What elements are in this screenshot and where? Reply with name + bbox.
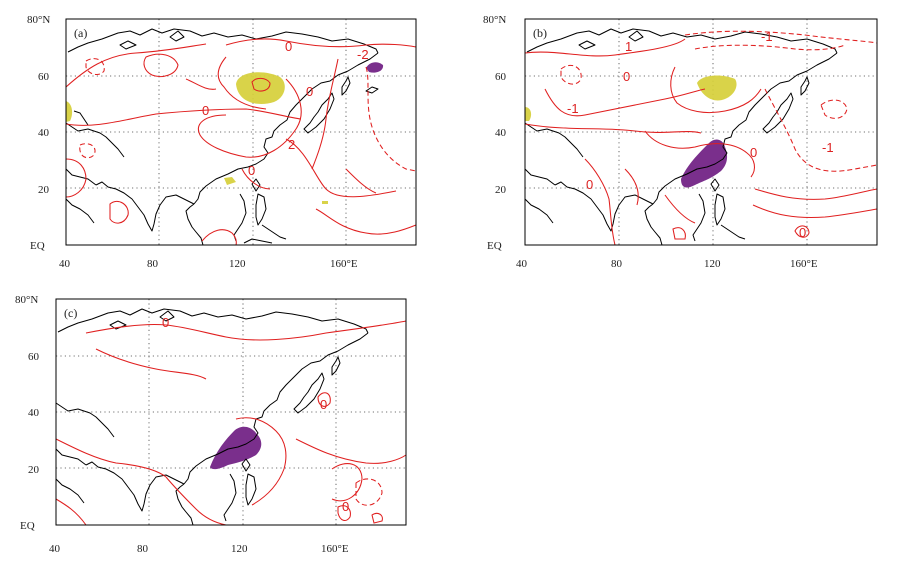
lon-label-40: 40 xyxy=(59,258,71,270)
lon-label-120: 120 xyxy=(704,258,721,270)
contour-label: 1 xyxy=(625,39,632,54)
contour-label: 0 xyxy=(586,177,593,192)
lon-label-80: 80 xyxy=(611,258,623,270)
contour-label: 0 xyxy=(202,103,209,118)
panel-a: 80°N 60 40 20 EQ 40 80 120 160°E xyxy=(0,0,430,275)
lat-label-20: 20 xyxy=(38,184,50,196)
lat-label-20: 20 xyxy=(28,464,40,476)
positive-significance-area xyxy=(236,72,285,104)
contour-label: 2 xyxy=(288,137,295,152)
contour-label: 0 xyxy=(162,315,169,330)
lat-label-eq: EQ xyxy=(30,240,45,252)
plot-area-c: 0 0 0 (c) xyxy=(55,298,407,526)
contour-label: 0 xyxy=(342,499,349,514)
contour-lines xyxy=(524,30,878,246)
negative-significance-area xyxy=(366,62,384,73)
contour-lines xyxy=(55,320,407,526)
lat-label-80: 80°N xyxy=(15,294,38,306)
lat-label-60: 60 xyxy=(495,71,507,83)
positive-significance-area xyxy=(697,75,737,101)
contour-label: 0 xyxy=(750,145,757,160)
lon-label-40: 40 xyxy=(516,258,528,270)
plot-area-b: 1 -1 0 -1 0 -1 0 0 (b) xyxy=(524,18,878,246)
negative-significance-area xyxy=(681,139,728,188)
positive-significance-area xyxy=(322,201,328,204)
map-frame xyxy=(65,18,417,246)
lat-label-80: 80°N xyxy=(483,14,506,26)
lon-label-40: 40 xyxy=(49,543,61,555)
positive-significance-area xyxy=(224,177,236,185)
contour-label: 0 xyxy=(306,84,313,99)
contour-label: 0 xyxy=(320,397,327,412)
coastlines xyxy=(55,308,369,526)
contour-label: 0 xyxy=(799,225,806,240)
gridlines xyxy=(66,19,416,245)
contour-label: -2 xyxy=(357,47,369,62)
panel-b: 80°N 60 40 20 EQ 40 80 120 160°E xyxy=(458,0,921,275)
lat-label-80: 80°N xyxy=(27,14,50,26)
coastlines xyxy=(65,28,379,246)
positive-significance-area xyxy=(525,107,532,121)
lon-label-120: 120 xyxy=(231,543,248,555)
lon-label-160: 160°E xyxy=(790,258,818,270)
lon-label-120: 120 xyxy=(229,258,246,270)
contour-label: 0 xyxy=(623,69,630,84)
lat-label-40: 40 xyxy=(495,127,507,139)
map-frame xyxy=(524,18,878,246)
positive-significance-area xyxy=(66,101,73,122)
map-a: 80°N 60 40 20 EQ 40 80 120 160°E xyxy=(27,14,417,270)
plot-area-a: 0 -2 0 2 0 0 (a) xyxy=(65,18,417,246)
coastlines xyxy=(524,28,838,246)
lat-label-40: 40 xyxy=(38,127,50,139)
contour-label: -1 xyxy=(822,140,834,155)
lon-label-160: 160°E xyxy=(321,543,349,555)
gridlines xyxy=(525,19,877,245)
panel-label: (c) xyxy=(64,306,77,320)
contour-label: -1 xyxy=(567,101,579,116)
lon-label-80: 80 xyxy=(147,258,159,270)
contour-label: 0 xyxy=(248,163,255,178)
panel-c: 80°N 60 40 20 EQ 40 80 120 160°E xyxy=(0,280,430,562)
gridlines xyxy=(56,299,406,525)
contour-label: -1 xyxy=(761,29,773,44)
lon-label-160: 160°E xyxy=(330,258,358,270)
contour-label: 0 xyxy=(285,39,292,54)
lat-label-eq: EQ xyxy=(487,240,502,252)
map-b: 80°N 60 40 20 EQ 40 80 120 160°E xyxy=(483,14,878,270)
lon-label-80: 80 xyxy=(137,543,149,555)
contour-lines xyxy=(65,38,417,246)
lat-label-60: 60 xyxy=(38,71,50,83)
lat-label-60: 60 xyxy=(28,351,40,363)
panel-label: (b) xyxy=(533,26,547,40)
lat-label-20: 20 xyxy=(495,184,507,196)
lat-label-eq: EQ xyxy=(20,520,35,532)
map-c: 80°N 60 40 20 EQ 40 80 120 160°E xyxy=(15,294,407,555)
lat-label-40: 40 xyxy=(28,407,40,419)
panel-label: (a) xyxy=(74,26,87,40)
map-frame xyxy=(55,298,407,526)
